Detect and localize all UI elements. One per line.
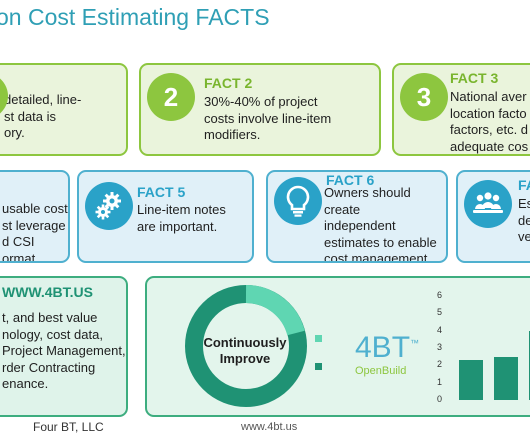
fact-2-line: modifiers.	[204, 127, 261, 142]
summary-card: Continuously Improve 4BT™ OpenBuild 0 1 2 3…	[145, 276, 530, 417]
fact-6-line: estimates to enable	[324, 234, 437, 250]
logo: 4BT™ OpenBuild	[355, 328, 419, 378]
fact-card-4: usable cost st leverage d CSI ormat.	[0, 170, 70, 263]
fact-3-line: location facto	[450, 105, 527, 121]
website-line: t, and best value	[2, 310, 98, 325]
people-group-icon	[473, 192, 503, 213]
logo-trademark: ™	[410, 338, 420, 348]
fact-4-line: ormat.	[2, 250, 39, 263]
fact-5-text: Line-item notes are important.	[137, 202, 226, 235]
chart-bar	[459, 360, 483, 400]
fact-2-number-circle: 2	[147, 73, 195, 121]
fact-3-line: National aver	[450, 89, 527, 104]
fact-6-line: independent	[324, 218, 396, 233]
fact-1-line: ory.	[4, 125, 25, 140]
fact-3-line: factors, etc. d	[450, 122, 529, 137]
chart-y-tick: 5	[437, 307, 443, 318]
fact-2-title: FACT 2	[204, 75, 253, 91]
fact-card-7: FA Es de ve	[456, 170, 530, 263]
logo-subtitle: OpenBuild	[355, 365, 407, 377]
chart-y-tick: 0	[437, 394, 443, 404]
fact-card-2: 2 FACT 2 30%-40% of project costs involv…	[139, 63, 381, 156]
fact-7-line: Es	[518, 196, 530, 211]
fact-5-icon-circle	[85, 182, 133, 230]
fact-7-line: ve	[518, 229, 530, 244]
fact-2-line: costs involve line-item	[204, 110, 332, 126]
fact-6-icon-circle	[274, 177, 322, 225]
logo-mark: 4BT™	[355, 328, 419, 363]
bar-chart: 0 1 2 3 4 5 6	[437, 288, 530, 404]
fact-4-line: usable cost	[2, 201, 68, 216]
website-card: WWW.4BT.US t, and best value nology, cos…	[0, 276, 128, 417]
fact-6-text: Owners should create independent estimat…	[324, 185, 437, 263]
improvement-donut	[185, 285, 307, 407]
fact-4-text: usable cost st leverage d CSI ormat.	[2, 201, 68, 263]
fact-6-line: create	[324, 201, 361, 217]
page-title: on Cost Estimating FACTS	[0, 4, 270, 30]
fact-7-line: de	[518, 212, 530, 228]
chart-y-tick: 1	[437, 376, 443, 387]
fact-3-title: FACT 3	[450, 70, 499, 86]
fact-3-line: adequate cos	[450, 138, 529, 154]
website-line: rder Contracting	[2, 359, 96, 375]
fact-3-number: 3	[416, 81, 432, 112]
gears-icon	[95, 192, 121, 220]
fact-5-line: Line-item notes	[137, 202, 226, 217]
fact-2-line: 30%-40% of project	[204, 94, 318, 109]
chart-y-tick: 2	[437, 359, 443, 370]
legend-swatch-light	[315, 335, 322, 342]
chart-y-tick: 6	[437, 290, 443, 300]
fact-1-number-circle	[0, 73, 8, 119]
chart-y-tick: 4	[437, 324, 443, 335]
logo-mark-text: 4BT	[355, 331, 411, 364]
fact-7-title: FA	[518, 177, 530, 193]
fact-6-line: cost management.	[324, 251, 431, 263]
fact-5-line: are important.	[137, 218, 218, 234]
fact-2-number: 2	[163, 81, 179, 112]
website-line: Project Management,	[2, 343, 126, 358]
chart-y-tick: 3	[437, 342, 443, 352]
lightbulb-icon	[286, 185, 310, 217]
footer-url[interactable]: www.4bt.us	[241, 421, 298, 433]
fact-3-text: National aver location facto factors, et…	[450, 89, 529, 154]
chart-bar	[494, 356, 518, 400]
fact-1-text: detailed, line- st data is ory.	[4, 92, 81, 142]
fact-card-5: FACT 5 Line-item notes are important.	[77, 170, 254, 263]
fact-6-line: Owners should	[324, 185, 411, 200]
fact-2-text: 30%-40% of project costs involve line-it…	[204, 94, 331, 144]
fact-7-icon-circle	[464, 180, 512, 228]
fact-card-6: FACT 6 Owners should create independent …	[266, 170, 448, 263]
fact-5-title: FACT 5	[137, 184, 186, 200]
donut-label: Continuously Improve	[195, 335, 295, 367]
fact-1-line: st data is	[4, 108, 57, 124]
website-line: enance.	[2, 376, 49, 391]
legend-swatch-dark	[315, 363, 322, 370]
footer-company: Four BT, LLC	[33, 420, 104, 434]
donut-label-text: Continuously Improve	[203, 335, 287, 366]
fact-1-line: detailed, line-	[4, 92, 82, 107]
website-text: t, and best value nology, cost data, Pro…	[2, 310, 126, 393]
fact-3-number-circle: 3	[400, 73, 448, 121]
website-heading[interactable]: WWW.4BT.US	[2, 284, 93, 300]
fact-6-title: FACT 6	[326, 172, 375, 188]
fact-4-line: st leverage	[2, 217, 66, 233]
fact-7-text: Es de ve	[518, 196, 530, 246]
website-line: nology, cost data,	[2, 326, 103, 342]
fact-card-1: detailed, line- st data is ory.	[0, 63, 128, 156]
fact-4-line: d CSI	[2, 234, 35, 249]
fact-card-3: 3 FACT 3 National aver location facto fa…	[392, 63, 530, 156]
